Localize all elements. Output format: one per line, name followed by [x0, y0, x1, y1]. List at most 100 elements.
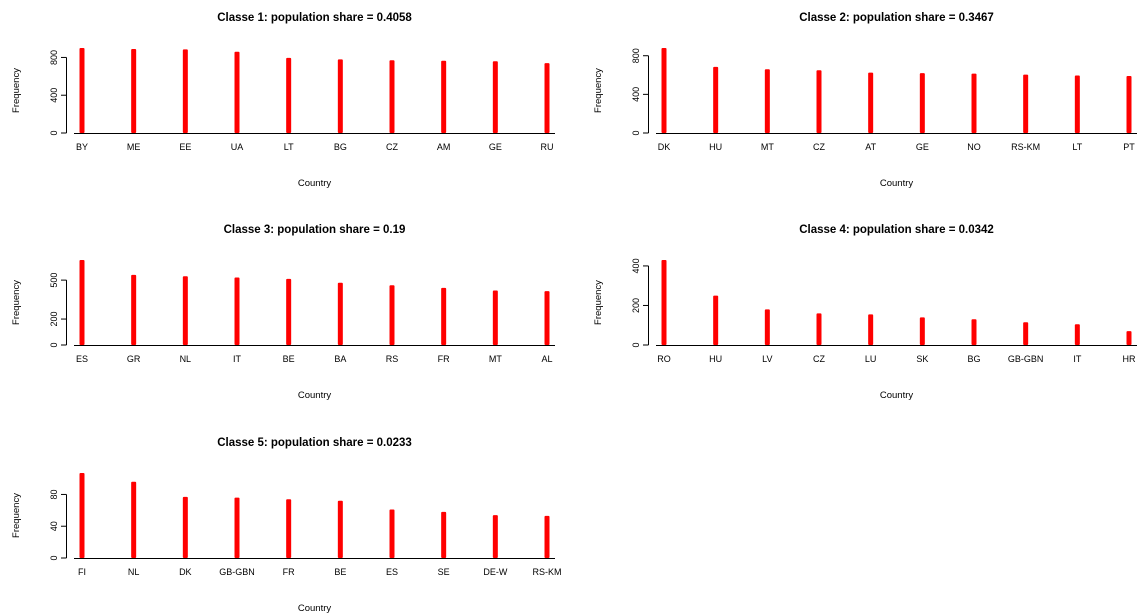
bar-mt — [764, 69, 770, 133]
chart-title: Classe 2: population share = 0.3467 — [799, 12, 994, 24]
y-axis-label: Frequency — [11, 68, 22, 113]
bar-hu — [713, 66, 719, 133]
y-tick-label: 0 — [631, 130, 641, 135]
bar-pt — [1126, 76, 1132, 133]
bar-sk — [919, 317, 925, 345]
bar-ee — [182, 49, 188, 133]
y-tick-label: 40 — [49, 521, 59, 531]
bar-se — [441, 511, 447, 558]
chart-title: Classe 4: population share = 0.0342 — [799, 224, 994, 236]
chart-panel-4: Classe 4: population share = 0.0342 RO HU L… — [593, 224, 1137, 401]
bar-it — [1074, 324, 1080, 345]
x-tick-label: CZ — [813, 354, 825, 364]
x-tick-label: FR — [283, 567, 295, 577]
x-tick-label: HU — [709, 142, 722, 152]
bar-lv — [764, 309, 770, 345]
bar-bg — [971, 319, 977, 345]
bar-ua — [234, 51, 240, 133]
bar-cz — [816, 313, 822, 345]
bar-lt — [286, 57, 292, 133]
x-tick-label: AM — [437, 142, 451, 152]
y-axis-label: Frequency — [11, 493, 22, 538]
bar-fi — [79, 473, 85, 558]
x-axis-label: Country — [880, 390, 914, 401]
bar-no — [971, 73, 977, 133]
x-axis-label: Country — [298, 178, 332, 189]
y-axis-label: Frequency — [11, 280, 22, 325]
x-tick-label: MT — [761, 142, 774, 152]
bar-gb-gbn — [1023, 322, 1029, 345]
bar-dk — [661, 48, 667, 133]
bar-rs-km — [544, 515, 550, 558]
bar-hu — [713, 295, 719, 345]
bar-cz — [389, 60, 395, 133]
x-tick-label: RU — [541, 142, 554, 152]
bar-ge — [919, 73, 925, 133]
y-tick-label: 0 — [49, 342, 59, 347]
x-tick-label: GE — [489, 142, 502, 152]
x-tick-label: HU — [709, 354, 722, 364]
y-axis-label: Frequency — [593, 68, 604, 113]
chart-title: Classe 3: population share = 0.19 — [224, 224, 406, 236]
x-tick-label: LV — [762, 354, 772, 364]
bar-fr — [441, 287, 447, 345]
bar-ge — [492, 61, 498, 133]
bar-ro — [661, 260, 667, 345]
x-tick-label: GB-GBN — [1008, 354, 1044, 364]
bar-at — [868, 72, 874, 133]
x-tick-label: RS-KM — [533, 567, 562, 577]
x-tick-label: SK — [916, 354, 928, 364]
bar-rs — [389, 285, 395, 345]
x-tick-label: IT — [1073, 354, 1082, 364]
x-tick-label: MT — [489, 354, 502, 364]
x-axis-label: Country — [298, 390, 332, 401]
x-tick-label: GR — [127, 354, 141, 364]
x-tick-label: AL — [541, 354, 552, 364]
x-tick-label: FI — [78, 567, 86, 577]
x-tick-label: BY — [76, 142, 88, 152]
bar-lt — [1074, 75, 1080, 133]
chart-panel-1: Classe 1: population share = 0.4058 BY ME E… — [11, 12, 555, 189]
chart-title: Classe 1: population share = 0.4058 — [217, 12, 412, 24]
bar-cz — [816, 70, 822, 133]
bar-lu — [868, 314, 874, 345]
x-tick-label: RS — [386, 354, 399, 364]
x-tick-label: IT — [233, 354, 242, 364]
x-tick-label: UA — [231, 142, 244, 152]
x-tick-label: CZ — [813, 142, 825, 152]
y-tick-label: 400 — [631, 258, 641, 273]
y-tick-label: 400 — [631, 87, 641, 102]
bar-it — [234, 277, 240, 345]
y-tick-label: 0 — [49, 130, 59, 135]
x-tick-label: CZ — [386, 142, 398, 152]
y-tick-label: 80 — [49, 489, 59, 499]
x-tick-label: GB-GBN — [219, 567, 255, 577]
chart-title: Classe 5: population share = 0.0233 — [217, 437, 412, 449]
bar-dk — [182, 496, 188, 558]
bar-de-w — [492, 515, 498, 558]
x-tick-label: DK — [179, 567, 192, 577]
bar-bg — [337, 59, 343, 134]
x-tick-label: DK — [658, 142, 671, 152]
x-tick-label: NO — [967, 142, 981, 152]
x-tick-label: AT — [865, 142, 876, 152]
bar-be — [337, 500, 343, 558]
bar-be — [286, 278, 292, 345]
bar-ba — [337, 282, 343, 345]
x-tick-label: LT — [1072, 142, 1082, 152]
x-tick-label: BE — [283, 354, 295, 364]
y-tick-label: 400 — [49, 88, 59, 103]
chart-panel-5: Classe 5: population share = 0.0233 FI NL D… — [11, 437, 562, 614]
x-tick-label: SE — [438, 567, 450, 577]
bar-es — [79, 260, 85, 345]
bar-fr — [286, 499, 292, 558]
chart-panel-2: Classe 2: population share = 0.3467 DK HU M… — [593, 12, 1137, 189]
x-tick-label: ME — [127, 142, 141, 152]
bar-nl — [131, 481, 137, 558]
x-tick-label: BE — [334, 567, 346, 577]
x-tick-label: BG — [334, 142, 347, 152]
x-tick-label: LU — [865, 354, 877, 364]
x-axis-label: Country — [880, 178, 914, 189]
x-tick-label: ES — [76, 354, 88, 364]
